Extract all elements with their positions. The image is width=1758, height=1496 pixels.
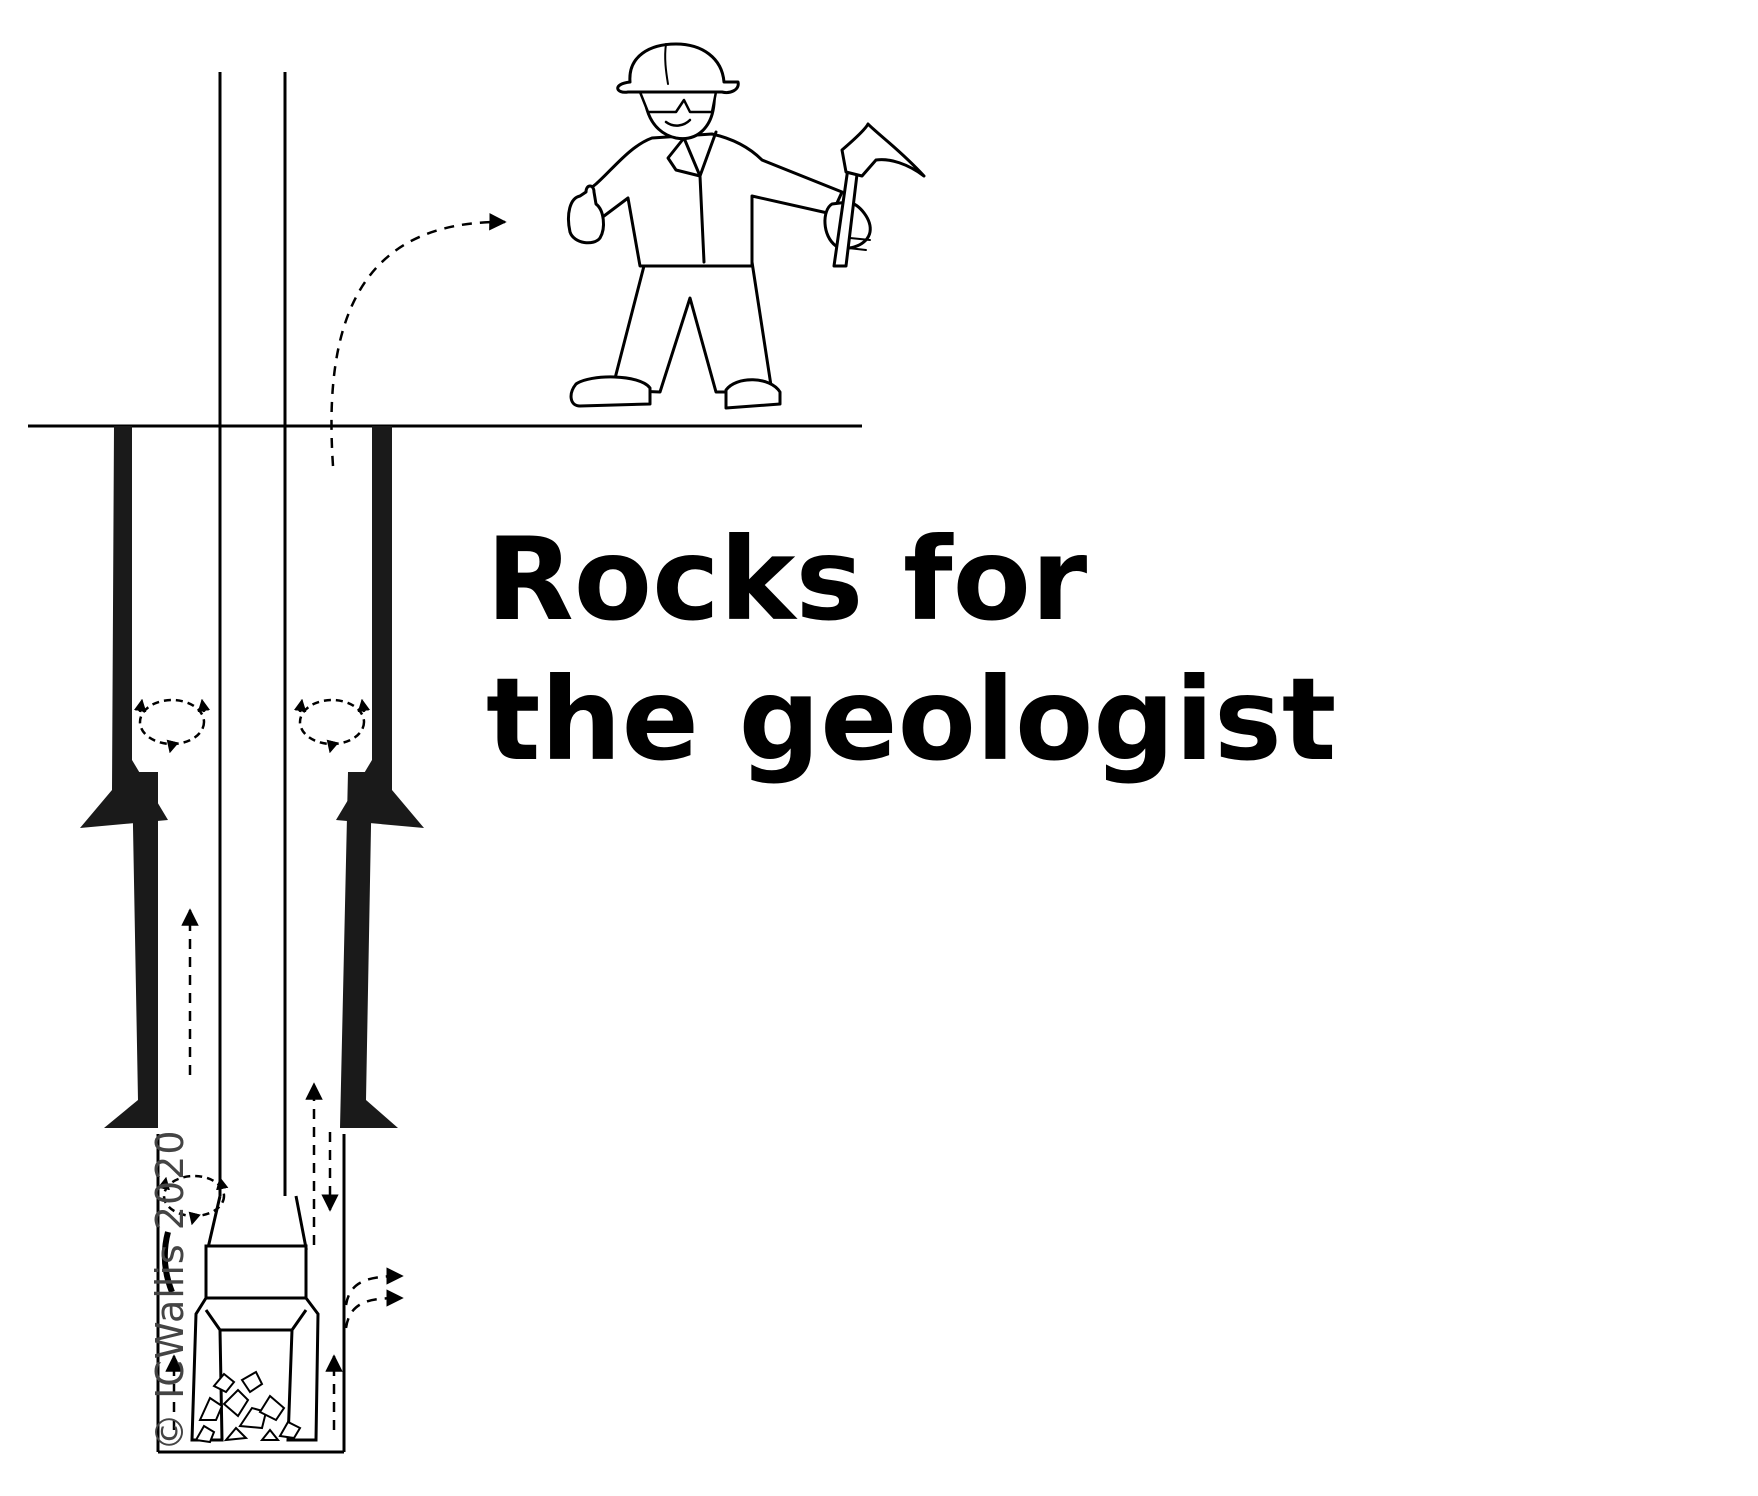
flow-arrow-formation-2 — [346, 1298, 402, 1328]
casing-left-intermediate — [104, 772, 158, 1128]
rock-hammer-icon — [834, 124, 924, 266]
hard-hat-icon — [618, 44, 739, 93]
copyright-notice: © ICWallis 2020 — [148, 1129, 192, 1451]
casing-right-conductor — [336, 426, 424, 828]
geologist-shoe-right — [726, 380, 780, 408]
title-line-1: Rocks for — [486, 510, 1336, 650]
geologist-trousers — [612, 262, 772, 392]
casing-right-intermediate — [340, 772, 398, 1128]
drill-bit-icon — [192, 1196, 318, 1442]
geologist-figure-icon — [568, 44, 924, 408]
eddy-left-upper — [140, 700, 204, 744]
geologist-glasses — [640, 92, 716, 112]
eddy-right-upper — [300, 700, 364, 744]
page-title: Rocks for the geologist — [486, 510, 1336, 790]
flow-arrow-surface — [331, 222, 505, 466]
casing-left-conductor — [80, 426, 168, 828]
drill-pipe — [220, 72, 285, 1236]
title-line-2: the geologist — [486, 650, 1336, 790]
geologist-shoe-left — [571, 377, 650, 406]
casing — [80, 426, 424, 1128]
